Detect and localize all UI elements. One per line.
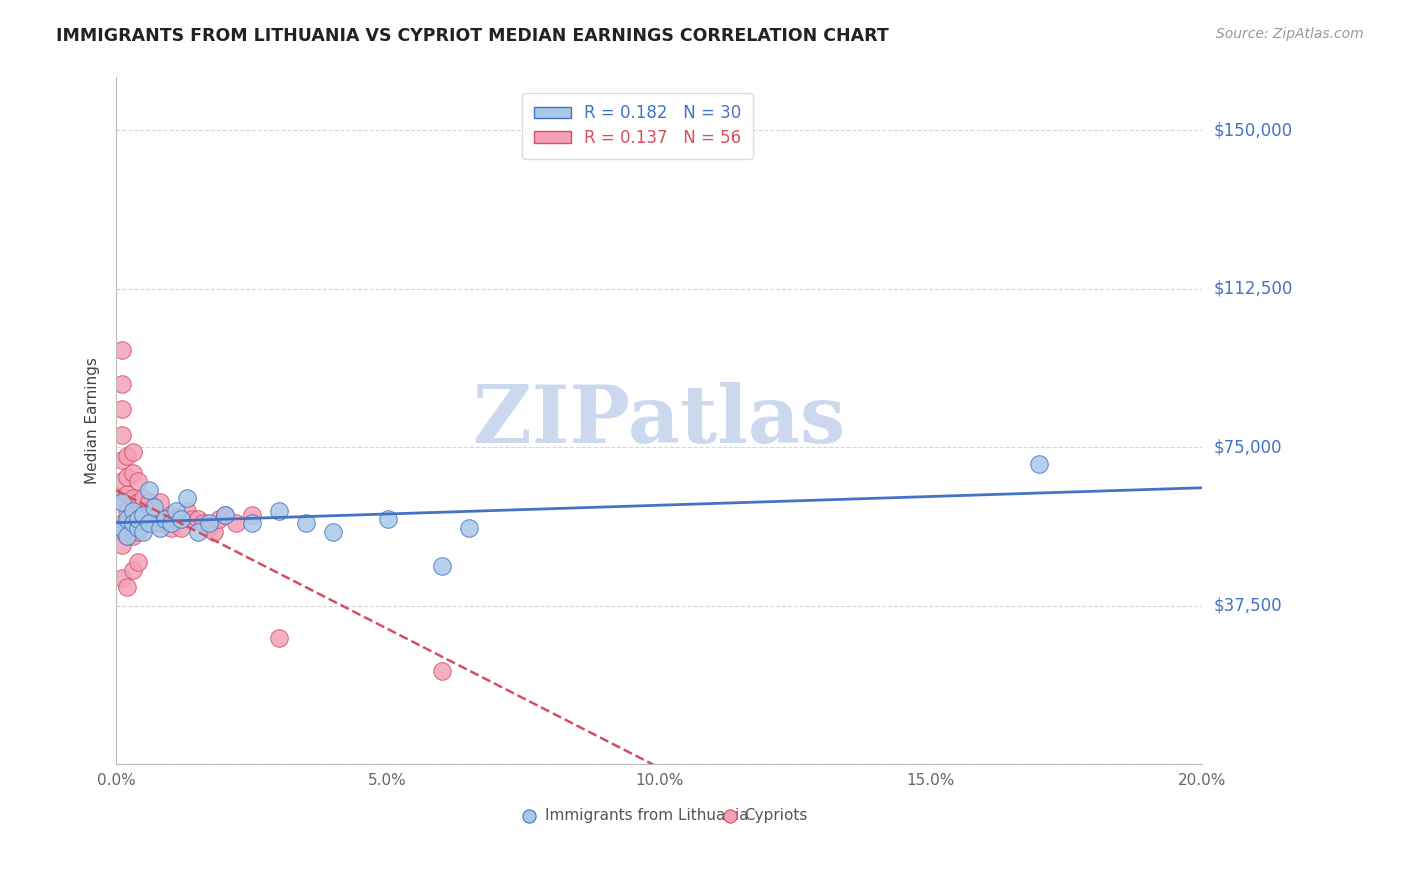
Point — [115, 512, 138, 526]
Point — [165, 512, 187, 526]
Point — [115, 449, 138, 463]
Point — [240, 516, 263, 531]
Point — [127, 555, 149, 569]
Point — [1028, 458, 1050, 472]
Point — [132, 508, 155, 522]
Point — [269, 631, 291, 645]
Point — [115, 487, 138, 501]
Point — [322, 524, 344, 539]
Point — [187, 524, 209, 539]
Text: IMMIGRANTS FROM LITHUANIA VS CYPRIOT MEDIAN EARNINGS CORRELATION CHART: IMMIGRANTS FROM LITHUANIA VS CYPRIOT MED… — [56, 27, 889, 45]
Point — [115, 504, 138, 518]
Point — [165, 504, 187, 518]
Text: $37,500: $37,500 — [1213, 597, 1282, 615]
Legend: R = 0.182   N = 30, R = 0.137   N = 56: R = 0.182 N = 30, R = 0.137 N = 56 — [522, 93, 752, 159]
Point — [111, 453, 134, 467]
Point — [127, 512, 149, 526]
Point — [187, 512, 209, 526]
Point — [132, 516, 155, 531]
Point — [132, 524, 155, 539]
Point — [159, 521, 181, 535]
Point — [153, 512, 176, 526]
Point — [149, 516, 172, 531]
Point — [269, 504, 291, 518]
Point — [149, 495, 172, 509]
Y-axis label: Median Earnings: Median Earnings — [86, 358, 100, 484]
Text: $150,000: $150,000 — [1213, 121, 1292, 139]
Point — [111, 538, 134, 552]
Point — [191, 516, 214, 531]
Point — [127, 512, 149, 526]
Point — [121, 504, 143, 518]
Point — [149, 521, 172, 535]
Text: ZIPatlas: ZIPatlas — [472, 382, 845, 460]
Point — [121, 521, 143, 535]
Point — [176, 504, 198, 518]
Point — [202, 524, 225, 539]
Point — [115, 470, 138, 484]
Point — [295, 516, 318, 531]
Point — [377, 512, 399, 526]
Point — [208, 512, 231, 526]
Point — [240, 508, 263, 522]
Point — [111, 376, 134, 391]
Point — [111, 524, 134, 539]
Point — [225, 516, 247, 531]
Point — [127, 521, 149, 535]
Point — [170, 521, 193, 535]
Point — [132, 491, 155, 505]
Point — [170, 512, 193, 526]
Point — [181, 512, 204, 526]
Point — [138, 483, 160, 497]
Point — [111, 343, 134, 358]
Point — [121, 563, 143, 577]
Point — [111, 491, 134, 505]
Point — [127, 474, 149, 488]
Point — [115, 529, 138, 543]
Point — [121, 444, 143, 458]
Point — [153, 512, 176, 526]
Text: Cypriots: Cypriots — [744, 808, 807, 823]
Point — [121, 466, 143, 480]
Point — [111, 521, 134, 535]
Point — [176, 491, 198, 505]
Text: $75,000: $75,000 — [1213, 438, 1282, 457]
Point — [111, 516, 134, 531]
Point — [138, 516, 160, 531]
Point — [111, 402, 134, 417]
Point — [121, 491, 143, 505]
Point — [121, 529, 143, 543]
Text: $112,500: $112,500 — [1213, 280, 1292, 298]
Point — [458, 521, 481, 535]
Point — [138, 495, 160, 509]
Point — [159, 516, 181, 531]
Point — [197, 521, 219, 535]
Point — [111, 495, 134, 509]
Point — [143, 516, 166, 531]
Point — [111, 571, 134, 585]
Point — [132, 504, 155, 518]
Point — [430, 665, 453, 679]
Point — [121, 516, 143, 531]
Point — [111, 427, 134, 442]
Point — [143, 500, 166, 514]
Point — [214, 508, 236, 522]
Point — [159, 508, 181, 522]
Point — [430, 558, 453, 573]
Point — [127, 495, 149, 509]
Point — [143, 504, 166, 518]
Text: Source: ZipAtlas.com: Source: ZipAtlas.com — [1216, 27, 1364, 41]
Point — [115, 529, 138, 543]
Point — [138, 516, 160, 531]
Point — [197, 516, 219, 531]
Point — [115, 580, 138, 594]
Point — [127, 524, 149, 539]
Point — [121, 508, 143, 522]
Text: Immigrants from Lithuania: Immigrants from Lithuania — [546, 808, 749, 823]
Point — [115, 516, 138, 531]
Point — [214, 508, 236, 522]
Point — [111, 474, 134, 488]
